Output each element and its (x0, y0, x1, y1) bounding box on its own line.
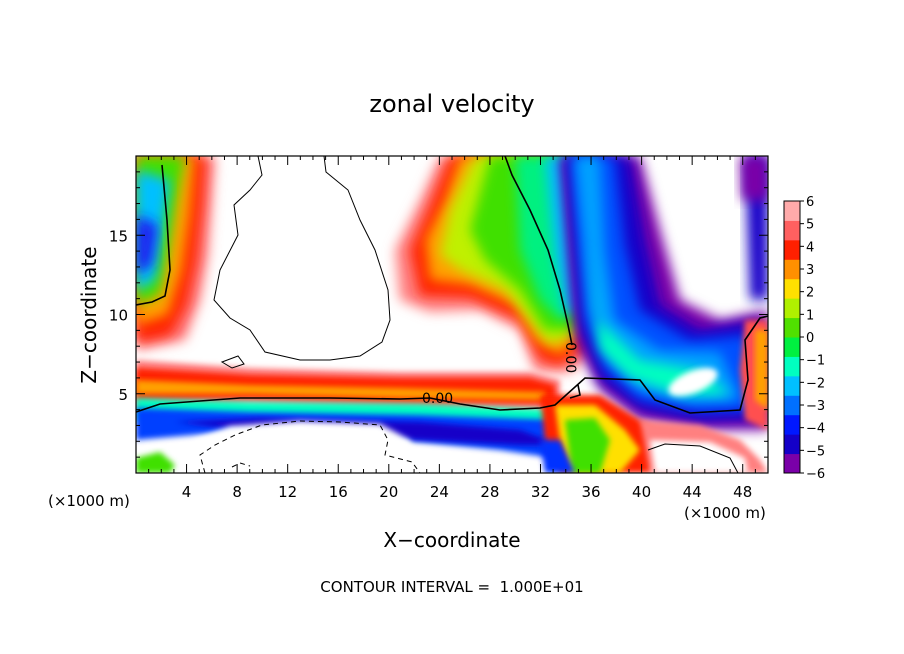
right-upper-region (560, 156, 768, 430)
colorbar-tick-label: −6 (806, 467, 825, 482)
colorbar-swatch (784, 395, 800, 416)
colorbar-swatch (784, 201, 800, 221)
low-speed-eddy (668, 367, 718, 397)
x-axis-label: X−coordinate (383, 528, 520, 552)
y-tick-label: 5 (118, 386, 128, 404)
colorbar-tick-label: −5 (806, 444, 825, 459)
contour-label-vertical: 0.00 (562, 342, 578, 373)
y-axis-ticks (136, 171, 768, 458)
colorbar-swatch (784, 434, 800, 455)
colorbar-tick-label: −4 (806, 422, 825, 437)
contour-lines (136, 156, 768, 473)
y-tick-label: 15 (109, 227, 128, 245)
x-tick-label: 40 (632, 483, 651, 501)
colorbar-swatch (784, 375, 800, 396)
x-tick-label: 32 (531, 483, 550, 501)
x-unit-left: (×1000 m) (48, 492, 130, 510)
colorbar-tick-labels: 6 5 4 3 2 1 0 −1 −2 −3 −4 −5 −6 (806, 195, 825, 482)
x-tick-label: 48 (733, 483, 752, 501)
x-tick-label: 8 (232, 483, 242, 501)
lower-right-region (136, 320, 768, 473)
colorbar-swatch (784, 356, 800, 377)
x-tick-label: 24 (430, 483, 449, 501)
left-column-region (136, 156, 215, 350)
y-tick-label: 10 (109, 307, 128, 325)
colorbar-swatch (784, 298, 800, 319)
colorbar-tick-label: −2 (806, 376, 825, 391)
colorbar-tick-label: 1 (806, 308, 814, 323)
x-tick-label: 20 (379, 483, 398, 501)
colorbar-tick-label: 0 (806, 331, 814, 346)
colorbar (783, 200, 804, 474)
colorbar-swatch (784, 317, 800, 338)
x-tick-label: 16 (329, 483, 348, 501)
colorbar-tick-label: 5 (806, 218, 814, 233)
colorbar-tick-label: −3 (806, 399, 825, 414)
x-tick-label: 12 (278, 483, 297, 501)
x-unit-right: (×1000 m) (684, 504, 766, 522)
heatmap-field (136, 156, 768, 473)
colorbar-swatch (784, 453, 800, 474)
contour-interval-note: CONTOUR INTERVAL = 1.000E+01 (320, 578, 583, 596)
colorbar-tick-label: −1 (806, 354, 825, 369)
x-tick-label: 28 (480, 483, 499, 501)
x-axis-tick-labels: 4 8 12 16 20 24 28 32 36 40 44 48 (182, 483, 752, 501)
x-tick-label: 36 (581, 483, 600, 501)
colorbar-swatch (784, 259, 800, 280)
colorbar-swatch (784, 278, 800, 299)
colorbar-tick-label: 2 (806, 286, 814, 301)
colorbar-tick-label: 3 (806, 263, 814, 278)
colorbar-swatch (784, 239, 800, 260)
y-axis-tick-labels: 5 10 15 (109, 227, 128, 404)
x-axis-ticks (148, 156, 756, 473)
colorbar-swatch (784, 414, 800, 435)
x-tick-label: 4 (182, 483, 192, 501)
contour-label-horizontal: 0.00 (422, 391, 453, 407)
chart-title: zonal velocity (369, 90, 534, 118)
colorbar-swatch (784, 337, 800, 357)
colorbar-tick-label: 6 (806, 195, 814, 210)
lower-white-pocket (180, 421, 420, 473)
colorbar-swatch (784, 220, 800, 241)
colorbar-tick-label: 4 (806, 240, 814, 255)
y-axis-label: Z−coordinate (77, 246, 101, 383)
x-tick-label: 44 (683, 483, 702, 501)
